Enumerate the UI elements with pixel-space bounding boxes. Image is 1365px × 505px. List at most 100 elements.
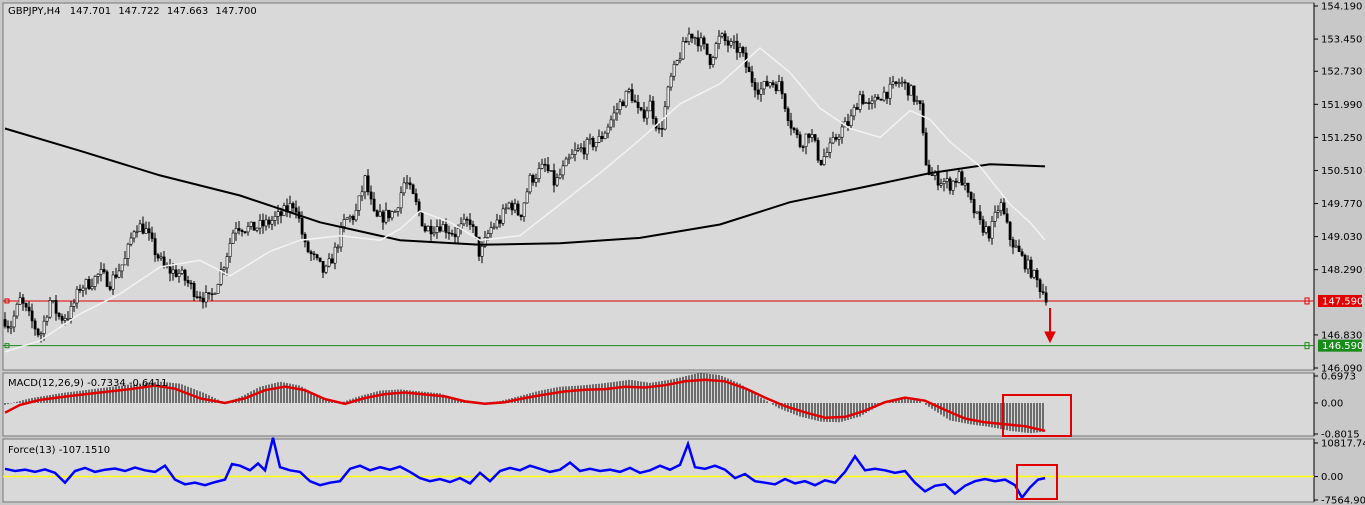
candle-body [669,75,673,88]
candle-body [615,109,619,114]
candle-body [606,126,610,134]
candle-body [324,265,328,273]
level-price-label: 147.590 [1322,296,1363,307]
candle-body [351,216,355,221]
down-arrow [1044,308,1056,344]
candle-body [777,81,781,92]
candle-body [828,142,832,153]
candle-body [3,319,7,327]
candle-body [870,100,874,104]
candle-body [66,318,70,320]
candle-body [438,226,442,232]
macd-histogram [4,372,1044,434]
candle-body [222,267,226,270]
candle-body [387,209,391,219]
candle-body [831,137,835,144]
candle-body [342,219,346,227]
candle-body [210,293,214,296]
candle-body [819,159,823,165]
candle-body [132,231,136,239]
level-anchor [1304,297,1310,305]
candle-body [360,191,364,197]
candle-body [378,211,382,217]
candle-body [123,258,127,266]
candle-body [546,164,550,172]
candle-body [408,182,412,186]
candle-body [951,180,955,191]
candle-body [243,231,247,233]
candle-body [423,225,427,232]
candle-body [891,81,895,85]
candle-body [495,219,499,228]
candle-body [60,316,64,321]
price-tick-label: 146.830 [1321,330,1362,341]
level-anchor [1304,342,1310,350]
level-price-label: 146.590 [1322,341,1363,352]
candle-body [9,326,13,329]
candle-body [696,37,700,47]
price-panel-background [2,2,1315,371]
ohlc-open: 147.701 [70,6,111,17]
candle-body [945,178,949,182]
candle-body [456,228,460,238]
candle-body [570,154,574,159]
candle-body [141,223,145,234]
price-levels: 147.590 146.590 [3,294,1363,352]
candle-body [195,296,199,299]
ohlc-close: 147.700 [215,6,256,17]
candle-body [909,85,913,96]
candle-body [411,184,415,194]
candle-body [540,163,544,169]
candle-body [150,232,154,239]
candle-body [321,261,325,273]
candle-body [504,207,508,210]
candle-body [648,100,652,112]
candle-body [78,288,82,291]
candle-body [678,58,682,61]
candle-body [201,297,205,303]
candle-body [171,269,175,274]
force-panel[interactable]: 10817.74 0.00 -7564.907 Force(13) -107.151… [2,437,1365,505]
candle-body [234,228,238,234]
candle-body [789,120,793,129]
candle-body [15,304,19,317]
candle-body [477,236,481,257]
candle-body [249,221,253,227]
candle-body [318,257,322,262]
candle-body [810,134,814,138]
candle-body [855,107,859,110]
price-panel[interactable]: 154.190 153.450 152.730 151.990 151.250 150.5… [2,2,1363,375]
candle-body [54,300,58,314]
macd-panel[interactable]: 0.6973 0.00 -0.8015 MACD(12,26,9) -0.7334 … [2,372,1360,441]
candle-body [264,219,268,227]
candle-body [636,101,640,108]
candle-body [750,71,754,83]
candle-body [219,269,223,285]
level-price-tag [1318,294,1362,307]
candle-body [882,91,886,101]
candle-body [336,246,340,249]
candle-body [186,280,190,284]
candle-body [858,94,862,110]
candle-body [225,256,229,269]
force-axis-ticks: 10817.74 0.00 -7564.907 [1314,439,1365,505]
candle-body [825,152,829,157]
candle-body [519,214,523,217]
candle-body [918,100,922,104]
candle-body [924,132,928,166]
candle-body [468,219,472,225]
candle-body [105,271,109,287]
candle-body [216,284,220,294]
ema-line [4,47,1046,353]
macd-panel-background [2,372,1315,437]
candle-body [981,219,985,233]
candle-body [702,37,706,45]
candle-body [75,288,79,304]
candle-body [906,82,910,96]
candle-body [687,33,691,42]
candle-body [969,192,973,200]
candle-body [126,243,130,259]
symbol-label: GBPJPY,H4 [8,6,61,17]
candle-body [840,126,844,138]
candle-body [396,207,400,212]
